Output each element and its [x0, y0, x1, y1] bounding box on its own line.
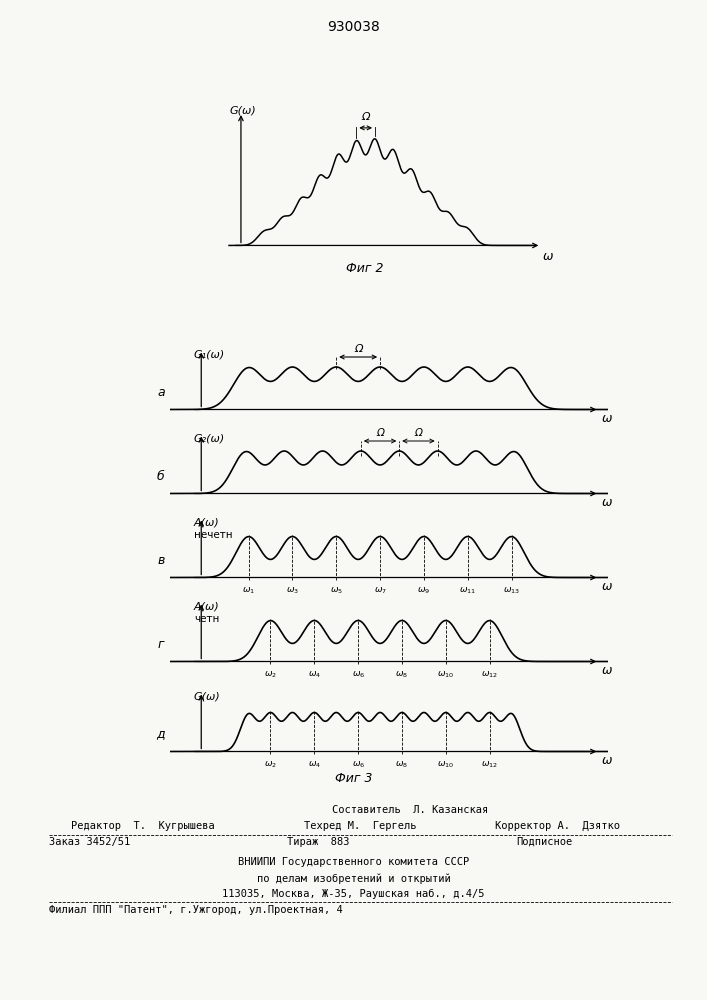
Text: G(ω): G(ω) — [229, 106, 256, 116]
Text: $\omega_{13}$: $\omega_{13}$ — [503, 585, 520, 595]
Text: Заказ 3452/51: Заказ 3452/51 — [49, 837, 131, 847]
Text: Корректор А.  Дзятко: Корректор А. Дзятко — [495, 821, 620, 831]
Text: $\omega_3$: $\omega_3$ — [286, 585, 299, 595]
Text: б: б — [157, 470, 165, 483]
Text: $\omega_2$: $\omega_2$ — [264, 669, 277, 680]
Text: $\omega_4$: $\omega_4$ — [308, 669, 321, 680]
Text: Фиг 2: Фиг 2 — [346, 262, 384, 275]
Text: G₂(ω): G₂(ω) — [194, 434, 225, 444]
Text: Ω: Ω — [354, 344, 363, 354]
Text: ВНИИПИ Государственного комитета СССР: ВНИИПИ Государственного комитета СССР — [238, 857, 469, 867]
Text: A(ω): A(ω) — [194, 601, 220, 611]
Text: Ω: Ω — [361, 112, 370, 122]
Text: Техред М.  Гергель: Техред М. Гергель — [304, 821, 416, 831]
Text: Подписное: Подписное — [516, 837, 573, 847]
Text: Составитель  Л. Казанская: Составитель Л. Казанская — [332, 805, 489, 815]
Text: Тираж  883: Тираж 883 — [287, 837, 349, 847]
Text: a: a — [157, 385, 165, 398]
Text: Редактор  Т.  Кугрышева: Редактор Т. Кугрышева — [71, 821, 214, 831]
Text: $\omega_2$: $\omega_2$ — [264, 759, 277, 770]
Text: ω: ω — [602, 412, 612, 426]
Text: Ω: Ω — [414, 428, 422, 438]
Text: $\omega_{11}$: $\omega_{11}$ — [460, 585, 477, 595]
Text: ω: ω — [543, 250, 554, 263]
Text: ω: ω — [602, 664, 612, 678]
Text: $\omega_{10}$: $\omega_{10}$ — [437, 669, 455, 680]
Text: $\omega_6$: $\omega_6$ — [351, 669, 365, 680]
Text: A(ω): A(ω) — [194, 518, 220, 528]
Text: $\omega_7$: $\omega_7$ — [373, 585, 387, 595]
Text: $\omega_4$: $\omega_4$ — [308, 759, 321, 770]
Text: $\omega_8$: $\omega_8$ — [395, 759, 409, 770]
Text: 113035, Москва, Ж-35, Раушская наб., д.4/5: 113035, Москва, Ж-35, Раушская наб., д.4… — [222, 889, 485, 899]
Text: $\omega_9$: $\omega_9$ — [417, 585, 431, 595]
Text: г: г — [158, 638, 164, 650]
Text: $\omega_1$: $\omega_1$ — [242, 585, 255, 595]
Text: $\omega_6$: $\omega_6$ — [351, 759, 365, 770]
Text: $\omega_5$: $\omega_5$ — [329, 585, 343, 595]
Text: ω: ω — [602, 754, 612, 768]
Text: Ω: Ω — [376, 428, 384, 438]
Text: четн: четн — [194, 614, 219, 624]
Text: Фиг 3: Фиг 3 — [334, 772, 373, 785]
Text: $\omega_{10}$: $\omega_{10}$ — [437, 759, 455, 770]
Text: $\omega_{12}$: $\omega_{12}$ — [481, 759, 498, 770]
Text: нечетн: нечетн — [194, 530, 233, 540]
Text: $\omega_{12}$: $\omega_{12}$ — [481, 669, 498, 680]
Text: 930038: 930038 — [327, 20, 380, 34]
Text: в: в — [157, 554, 165, 566]
Text: G(ω): G(ω) — [194, 692, 221, 702]
Text: д: д — [157, 728, 165, 740]
Text: по делам изобретений и открытий: по делам изобретений и открытий — [257, 873, 450, 884]
Text: ω: ω — [602, 580, 612, 593]
Text: $\omega_8$: $\omega_8$ — [395, 669, 409, 680]
Text: G₁(ω): G₁(ω) — [194, 350, 225, 360]
Text: ω: ω — [602, 496, 612, 510]
Text: Филиал ППП "Патент", г.Ужгород, ул.Проектная, 4: Филиал ППП "Патент", г.Ужгород, ул.Проек… — [49, 905, 343, 915]
